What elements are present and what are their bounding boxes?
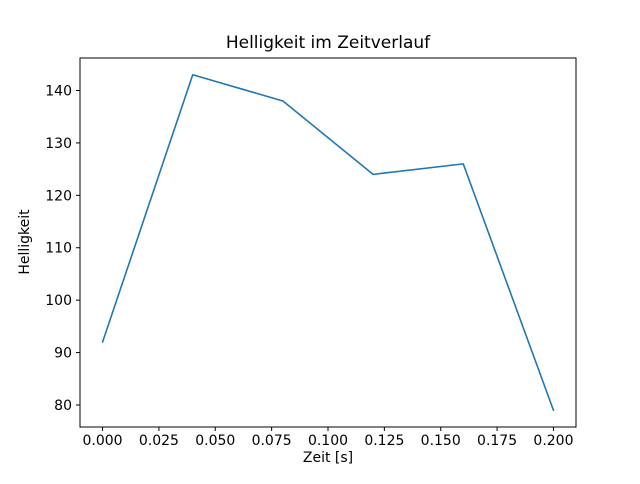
- x-tick-label: 0.125: [364, 433, 404, 449]
- x-axis-label: Zeit [s]: [303, 450, 353, 466]
- plot-area: [79, 57, 577, 428]
- y-tick-label: 110: [45, 241, 72, 257]
- y-tick-label: 90: [54, 346, 72, 362]
- x-tick-label: 0.150: [421, 433, 461, 449]
- x-tick-label: 0.025: [139, 433, 179, 449]
- y-axis-label: Helligkeit: [17, 209, 33, 275]
- y-tick-label: 120: [45, 188, 72, 204]
- x-tick-label: 0.050: [195, 433, 235, 449]
- x-tick-label: 0.175: [477, 433, 517, 449]
- chart-title: Helligkeit im Zeitverlauf: [226, 33, 431, 53]
- x-tick-label: 0.075: [252, 433, 292, 449]
- data-line: [101, 73, 555, 412]
- y-tick-label: 80: [54, 398, 72, 414]
- x-axis-ticks: 0.000 0.025 0.050 0.075 0.100 0.125 0.150 0.175…: [82, 427, 574, 449]
- y-axis-ticks: 80 90 100 110 120 130 140: [45, 83, 80, 414]
- y-tick-label: 140: [45, 83, 72, 99]
- x-tick-label: 0.000: [82, 433, 122, 449]
- x-tick-label: 0.200: [533, 433, 573, 449]
- y-tick-label: 130: [45, 136, 72, 152]
- y-tick-label: 100: [45, 293, 72, 309]
- x-tick-label: 0.100: [308, 433, 348, 449]
